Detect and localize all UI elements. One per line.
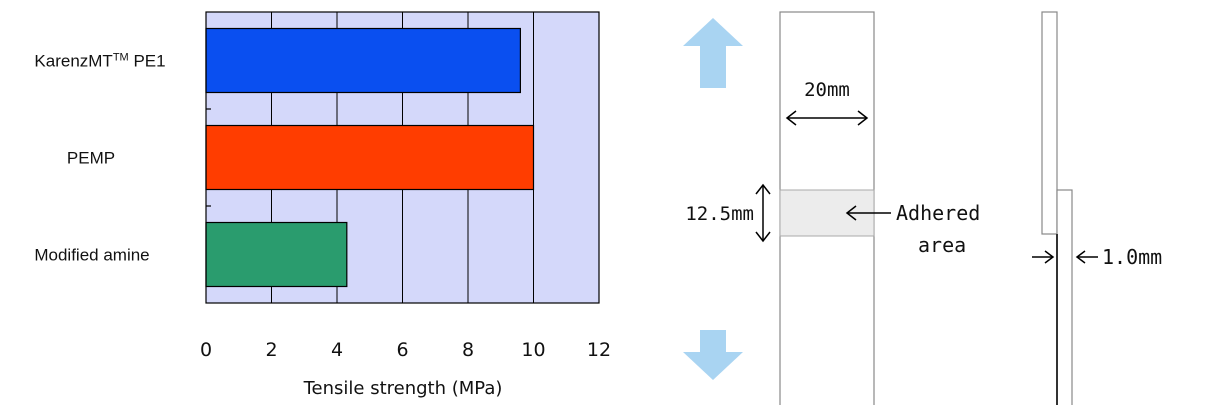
category-label: KarenzMTTM PE1: [34, 52, 165, 71]
x-tick-label: 0: [200, 339, 212, 361]
pull-down-arrow-icon: [683, 330, 743, 380]
thickness-arrowhead-left-icon: [1044, 250, 1055, 264]
lap-shear-specimen-diagram: 20mm 12.5mm Adhered area 1.0mm: [683, 11, 1162, 405]
x-tick-label: 6: [396, 339, 408, 361]
height-label: 12.5mm: [685, 203, 754, 225]
x-axis-label: Tensile strength (MPa): [303, 378, 503, 399]
adhered-label-line1: Adhered: [896, 201, 980, 225]
bar: [205, 221, 348, 288]
width-arrowhead-right-icon: [857, 110, 869, 126]
x-tick-label: 8: [462, 339, 474, 361]
side-view-upper-strip: [1041, 11, 1058, 235]
x-tick-label: 2: [265, 339, 277, 361]
category-labels: KarenzMTTM PE1 PEMP Modified amine: [34, 52, 165, 265]
x-tick-label: 4: [331, 339, 343, 361]
pull-up-arrow-icon: [683, 18, 743, 88]
tensile-strength-bar-chart: KarenzMTTM PE1 PEMP Modified amine 0 2 4 6 8 10…: [34, 11, 611, 399]
adhered-arrowhead-icon: [845, 205, 857, 221]
adhered-label-line2: area: [918, 233, 966, 257]
y-tick-marks: [206, 108, 211, 207]
height-arrowhead-top-icon: [755, 183, 771, 195]
x-tick-labels: 0 2 4 6 8 10 12: [200, 339, 611, 361]
bar: [205, 124, 535, 191]
side-view-lower-strip: [1056, 189, 1073, 405]
width-arrowhead-left-icon: [785, 110, 797, 126]
height-arrowhead-bottom-icon: [755, 231, 771, 243]
thickness-arrowhead-right-icon: [1075, 250, 1086, 264]
x-tick-label: 10: [521, 339, 545, 361]
category-label: PEMP: [67, 149, 115, 168]
plot-frame: [205, 11, 600, 304]
width-label: 20mm: [804, 79, 850, 101]
x-tick-label: 12: [587, 339, 611, 361]
thickness-label: 1.0mm: [1102, 245, 1162, 269]
category-label: Modified amine: [34, 246, 149, 265]
bar: [205, 27, 521, 94]
